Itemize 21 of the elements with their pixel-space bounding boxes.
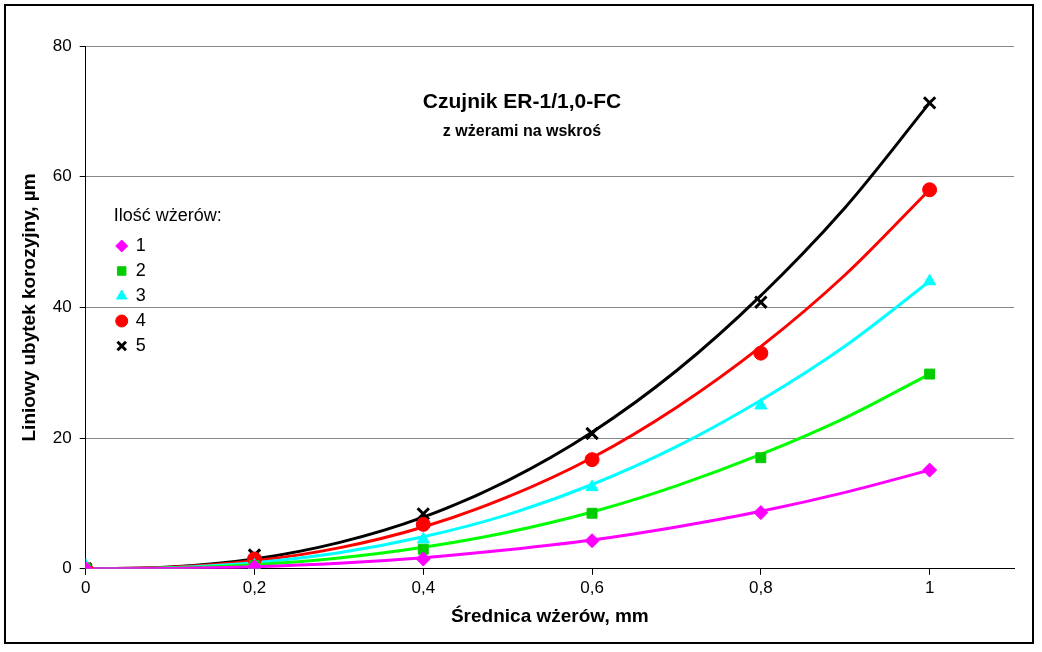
legend-label: 5	[135, 334, 146, 355]
legend-label: 4	[135, 309, 146, 330]
text: z wżerami na wskroś	[442, 122, 602, 139]
y-tick-label: 0	[62, 558, 72, 578]
y-tick-label: 60	[52, 166, 72, 186]
y-axis-title: Liniowy ubytek korozyjny, µm	[17, 173, 39, 442]
y-tick-label: 20	[52, 427, 72, 447]
x-tick-label: 0,4	[411, 577, 436, 597]
y-tick-label: 40	[52, 297, 72, 317]
legend-label: 3	[135, 284, 146, 305]
legend-label: 1	[135, 234, 146, 255]
legend-title: Ilość wżerów:	[113, 204, 222, 225]
x-tick-label: 0,6	[580, 577, 604, 597]
x-tick-label: 0,2	[242, 577, 267, 597]
x-tick-label: 0	[80, 577, 91, 597]
y-tick-label: 80	[52, 35, 72, 55]
x-tick-label: 0,8	[749, 577, 773, 597]
text: Czujnik ER-1/1,0-FC	[422, 89, 622, 112]
x-axis-title: Średnica wżerów, mm	[450, 604, 649, 626]
legend-label: 2	[135, 259, 146, 280]
x-tick-label: 1	[924, 577, 935, 597]
